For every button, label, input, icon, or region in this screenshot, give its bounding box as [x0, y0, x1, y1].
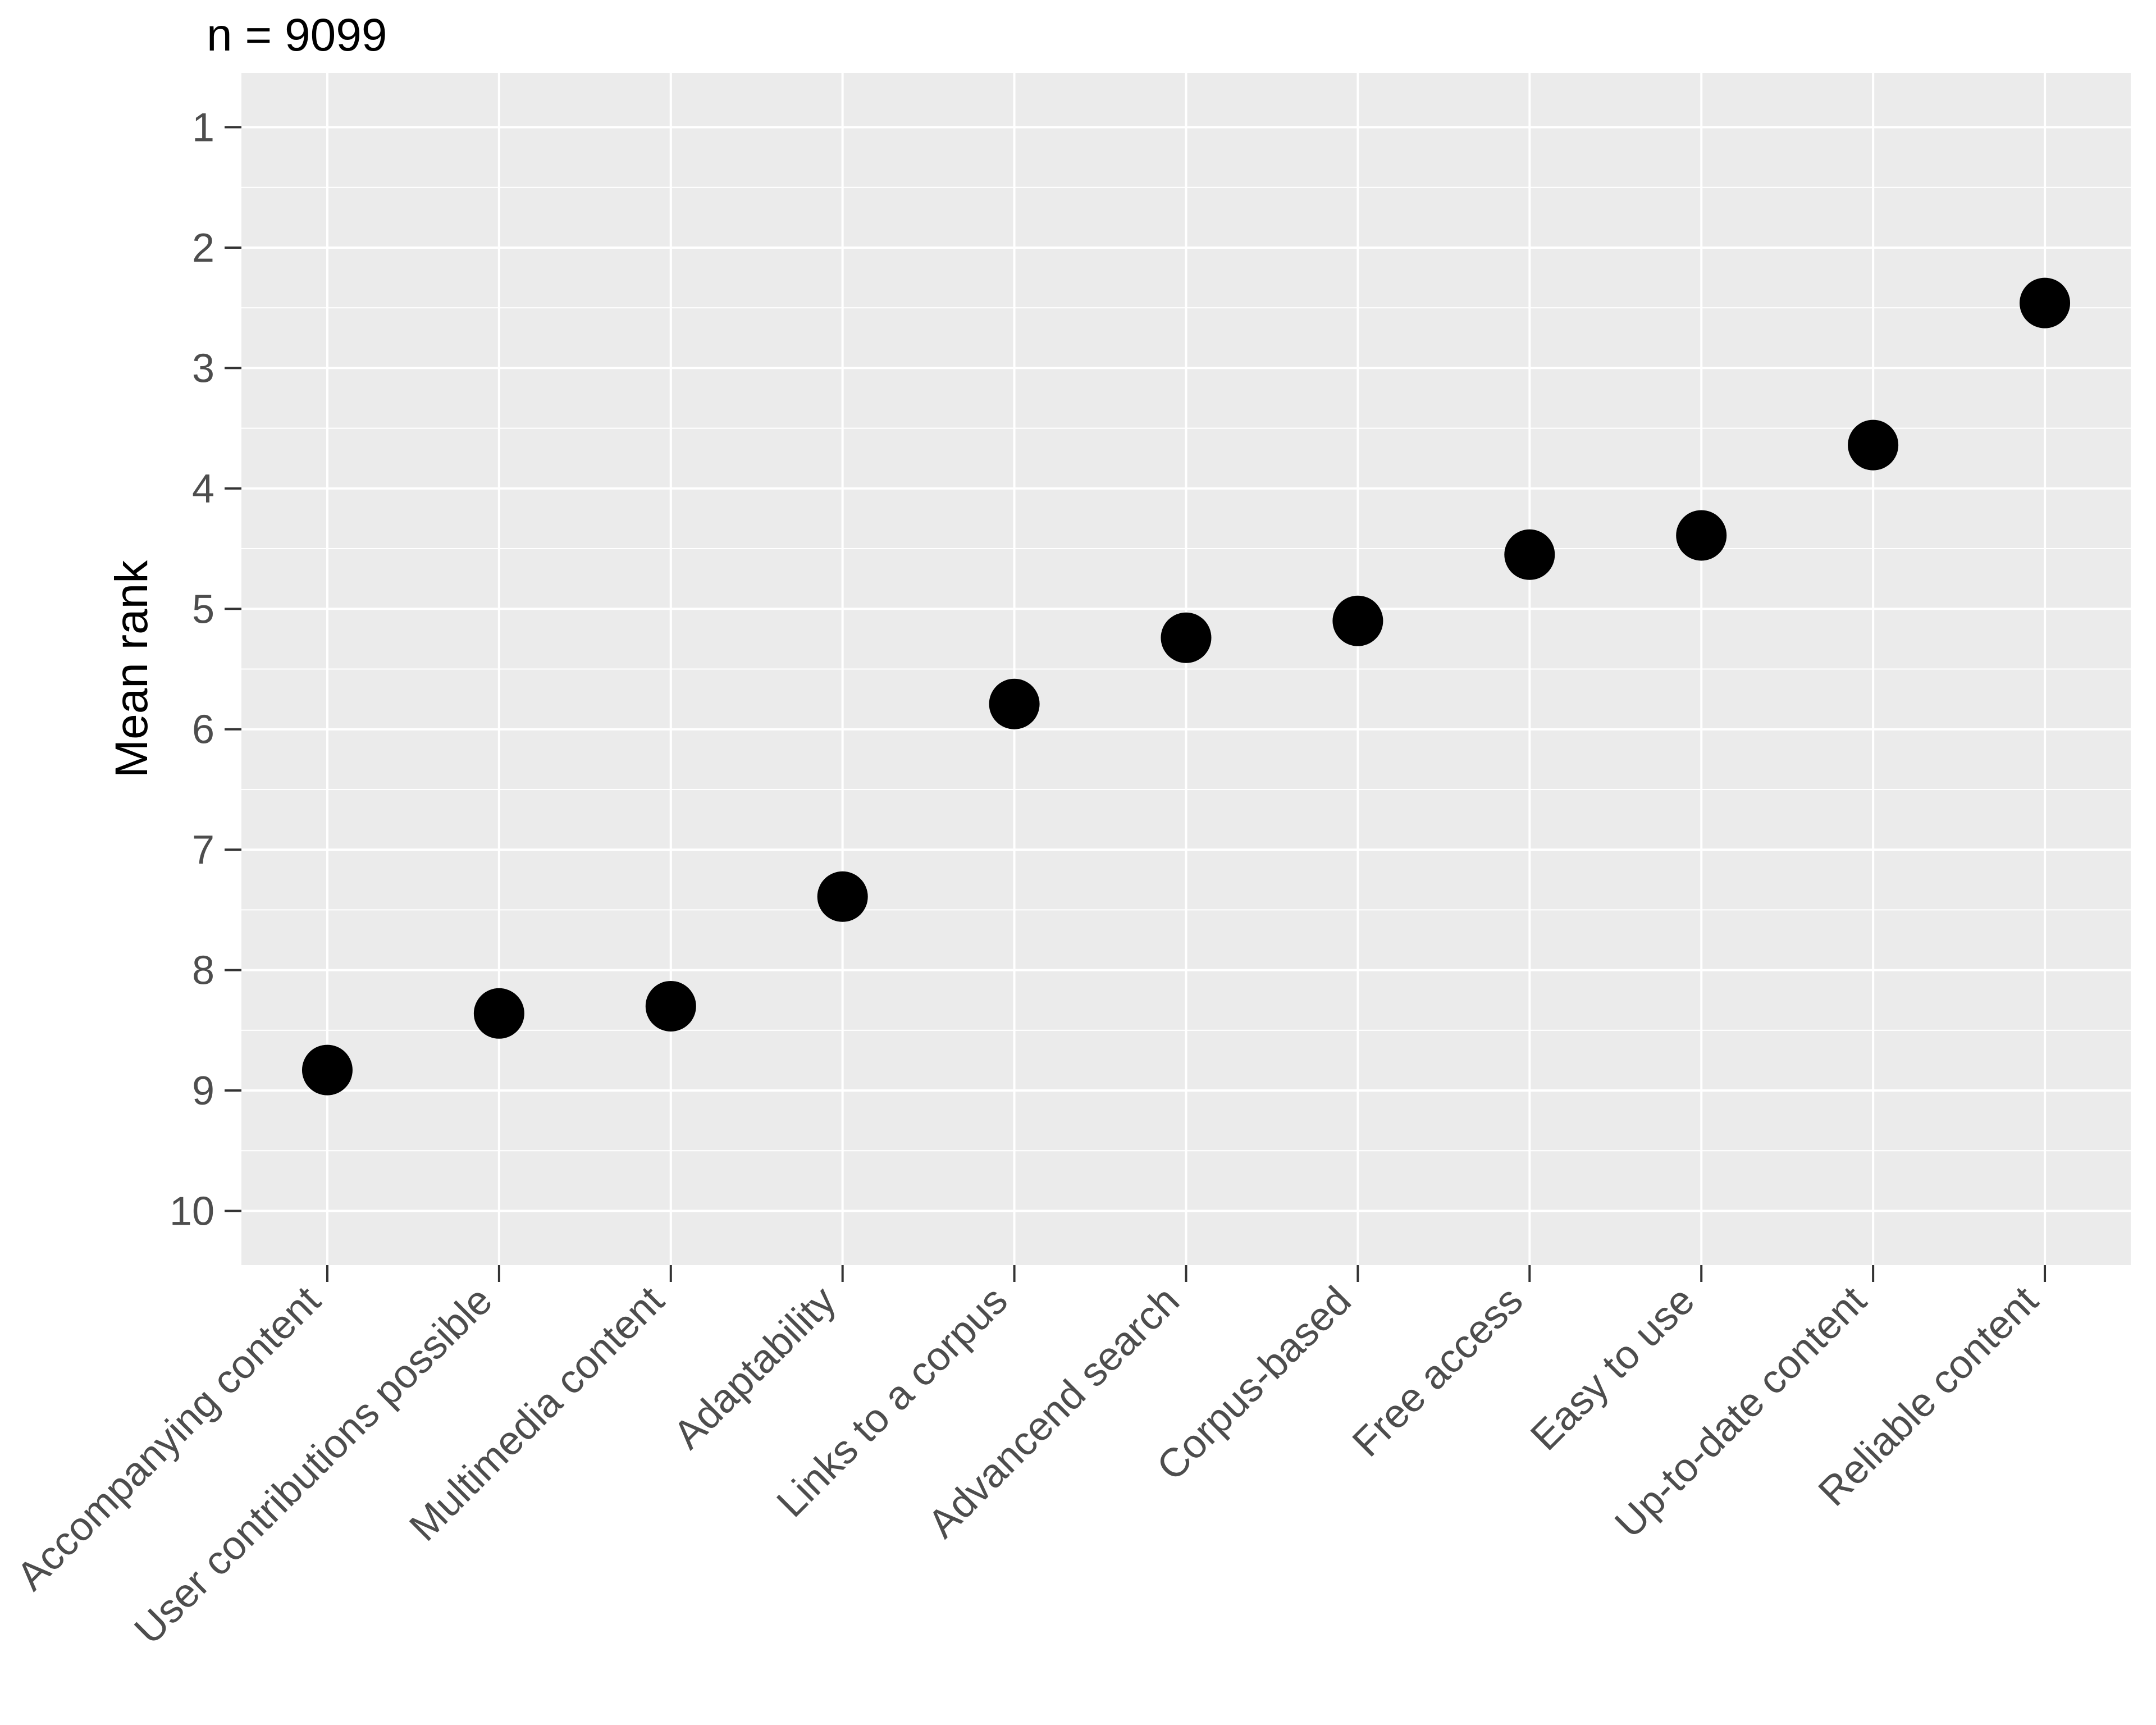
plot-title: n = 9099: [207, 10, 387, 61]
axis-tick-marks: [225, 126, 2047, 1282]
y-tick-label: 1: [192, 106, 214, 150]
y-axis-title: Mean rank: [106, 560, 157, 778]
y-tick-label: 3: [192, 346, 214, 391]
y-tick-label: 10: [170, 1189, 214, 1234]
data-point: [817, 871, 868, 922]
y-tick-label: 2: [192, 226, 214, 271]
y-tick-label: 8: [192, 948, 214, 993]
y-tick-label: 4: [192, 467, 214, 512]
data-point: [1504, 529, 1555, 580]
data-points: [302, 277, 2071, 1096]
y-tick-label: 5: [192, 587, 214, 632]
y-tick-label: 7: [192, 828, 214, 873]
data-point: [1161, 612, 1212, 663]
data-point: [473, 988, 524, 1039]
data-point: [645, 980, 696, 1032]
data-point: [1676, 510, 1727, 561]
data-point: [1332, 595, 1383, 646]
y-tick-label: 9: [192, 1069, 214, 1114]
y-tick-label: 6: [192, 708, 214, 752]
data-point: [989, 678, 1040, 729]
gridlines-major-vertical: [326, 73, 2047, 1265]
data-point: [1848, 419, 1899, 471]
data-point: [302, 1044, 353, 1096]
y-axis-tick-labels: 1 2 3 4 5 6 7 8 9 10: [170, 106, 214, 1234]
data-point: [2020, 277, 2071, 328]
